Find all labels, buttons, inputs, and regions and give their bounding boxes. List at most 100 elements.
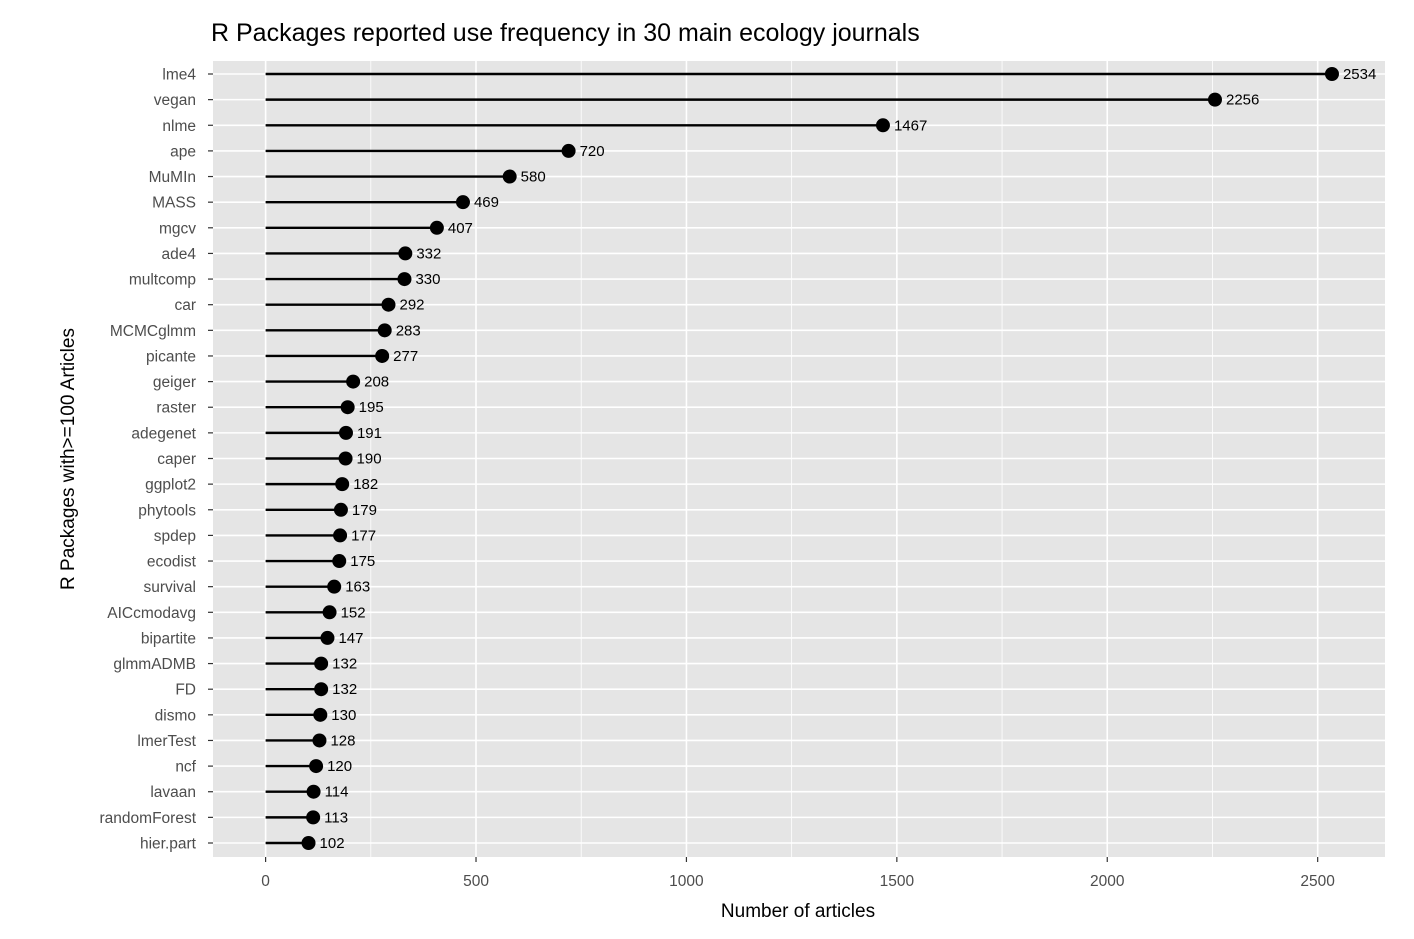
- data-label: 132: [332, 681, 357, 698]
- data-label: 120: [327, 758, 352, 775]
- y-tick-label: AICcmodavg: [107, 605, 196, 622]
- y-tick-label: lmerTest: [137, 733, 196, 750]
- y-tick-label: multcomp: [129, 272, 196, 289]
- data-label: 132: [332, 656, 357, 673]
- y-tick-label: adegenet: [131, 425, 196, 442]
- y-tick-label: bipartite: [141, 630, 196, 647]
- y-axis-title: R Packages with>=100 Articles: [58, 328, 79, 590]
- lollipop-point: [381, 297, 396, 312]
- lollipop-point: [335, 477, 350, 492]
- y-tick-label: survival: [143, 579, 196, 596]
- data-label: 152: [341, 604, 366, 621]
- data-label: 114: [325, 784, 349, 801]
- lollipop-point: [306, 810, 321, 825]
- lollipop-point: [333, 528, 348, 543]
- lollipop-point: [320, 630, 335, 645]
- lollipop-point: [314, 656, 329, 671]
- data-label: 208: [364, 374, 389, 391]
- major-gridlines: [213, 61, 1385, 857]
- lollipop-point: [314, 682, 329, 697]
- lollipop-point: [340, 400, 355, 415]
- lollipop-point: [338, 425, 353, 440]
- data-label: 191: [357, 425, 382, 442]
- y-tick-label: phytools: [138, 502, 196, 519]
- data-label: 580: [521, 169, 546, 186]
- y-tick-label: FD: [175, 682, 196, 699]
- data-label: 469: [474, 194, 499, 211]
- lollipop-point: [455, 195, 470, 210]
- lollipop-point: [306, 784, 321, 799]
- x-tick-label: 500: [463, 873, 489, 890]
- y-tick-label: ape: [170, 143, 196, 160]
- y-tick-label: mgcv: [159, 220, 196, 237]
- x-tick-label: 0: [261, 873, 270, 890]
- y-tick-label: MASS: [152, 195, 196, 212]
- y-tick-label: lavaan: [150, 784, 196, 801]
- lollipop-point: [429, 220, 444, 235]
- lollipop-point: [1207, 92, 1222, 107]
- y-tick-label: spdep: [154, 528, 196, 545]
- y-tick-label: glmmADMB: [113, 656, 196, 673]
- x-tick-label: 2500: [1300, 873, 1335, 890]
- y-tick-label: lme4: [162, 67, 196, 84]
- lollipop-point: [561, 143, 576, 158]
- y-tick-label: ade4: [162, 246, 197, 263]
- lollipop-point: [377, 323, 392, 338]
- lollipop-point: [875, 118, 890, 133]
- y-tick-label: nlme: [162, 118, 196, 135]
- lollipop-point: [332, 554, 347, 569]
- data-label: 175: [350, 553, 375, 570]
- y-tick-label: car: [174, 297, 196, 314]
- lollipop-point: [502, 169, 517, 184]
- data-label: 2256: [1226, 92, 1259, 109]
- lollipop-point: [346, 374, 361, 389]
- y-tick-label: ncf: [175, 759, 196, 776]
- data-label: 277: [393, 348, 418, 365]
- data-label: 163: [345, 579, 370, 596]
- data-label: 330: [415, 271, 440, 288]
- data-label: 182: [353, 476, 378, 493]
- data-label: 128: [330, 732, 355, 749]
- lollipop-point: [309, 759, 324, 774]
- y-tick-label: hier.part: [140, 836, 197, 853]
- lollipop-marks: [265, 67, 1339, 850]
- data-label: 1467: [894, 117, 927, 134]
- lollipop-point: [322, 605, 337, 620]
- lollipop-point: [333, 502, 348, 517]
- y-tick-label: ggplot2: [145, 477, 196, 494]
- lollipop-point: [327, 579, 342, 594]
- data-label: 147: [338, 630, 363, 647]
- data-label: 102: [320, 835, 345, 852]
- x-tick-label: 2000: [1090, 873, 1125, 890]
- lollipop-point: [397, 272, 412, 287]
- x-axis-title: Number of articles: [721, 901, 875, 922]
- data-label: 130: [331, 707, 356, 724]
- y-tick-label: MuMIn: [149, 169, 196, 186]
- data-label: 292: [399, 297, 424, 314]
- lollipop-point: [301, 836, 316, 850]
- data-label: 2534: [1343, 66, 1376, 83]
- lollipop-point: [313, 707, 328, 722]
- lollipop-point: [1324, 67, 1339, 81]
- data-label: 113: [324, 809, 348, 826]
- y-tick-label: caper: [157, 451, 196, 468]
- x-axis-ticks: 0 500 1000 1500 2000 2500: [261, 857, 1335, 890]
- y-tick-label: picante: [146, 348, 196, 365]
- y-tick-label: raster: [156, 400, 196, 417]
- y-axis-ticks: lme4 vegan nlme ape MuMIn MASS mgcv ade4 multcom…: [100, 67, 213, 853]
- y-tick-label: MCMCglmm: [110, 323, 196, 340]
- lollipop-point: [375, 348, 390, 363]
- data-label: 407: [448, 220, 473, 237]
- y-tick-label: randomForest: [100, 810, 197, 827]
- y-tick-label: geiger: [153, 374, 196, 391]
- data-label: 720: [580, 143, 605, 160]
- chart-title: R Packages reported use frequency in 30 …: [211, 19, 920, 47]
- y-tick-label: dismo: [155, 707, 196, 724]
- x-tick-label: 1000: [669, 873, 704, 890]
- y-tick-label: ecodist: [147, 554, 197, 571]
- data-label: 195: [359, 399, 384, 416]
- data-label: 332: [416, 245, 441, 262]
